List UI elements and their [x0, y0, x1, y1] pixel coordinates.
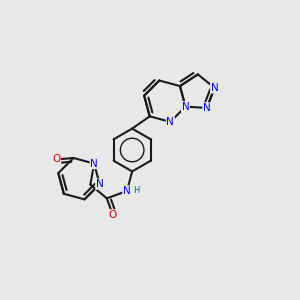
Text: N: N — [182, 102, 189, 112]
Text: N: N — [203, 103, 211, 113]
Text: O: O — [52, 154, 61, 164]
Text: N: N — [211, 83, 218, 93]
Text: N: N — [123, 186, 131, 196]
Text: N: N — [167, 117, 174, 127]
Text: H: H — [134, 186, 140, 195]
Text: N: N — [90, 158, 98, 169]
Text: N: N — [96, 179, 104, 189]
Text: O: O — [109, 210, 117, 220]
